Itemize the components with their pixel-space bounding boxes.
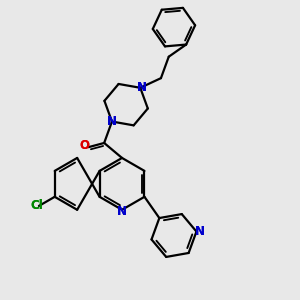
Text: N: N (137, 81, 147, 94)
Text: N: N (137, 81, 147, 94)
Text: N: N (107, 115, 117, 128)
Text: N: N (117, 205, 127, 218)
Text: N: N (195, 225, 205, 238)
Text: N: N (195, 225, 205, 238)
Text: O: O (79, 139, 89, 152)
Text: O: O (79, 139, 89, 152)
Text: N: N (117, 205, 127, 218)
Text: Cl: Cl (30, 200, 43, 212)
Text: N: N (107, 115, 117, 128)
Text: Cl: Cl (30, 200, 43, 212)
